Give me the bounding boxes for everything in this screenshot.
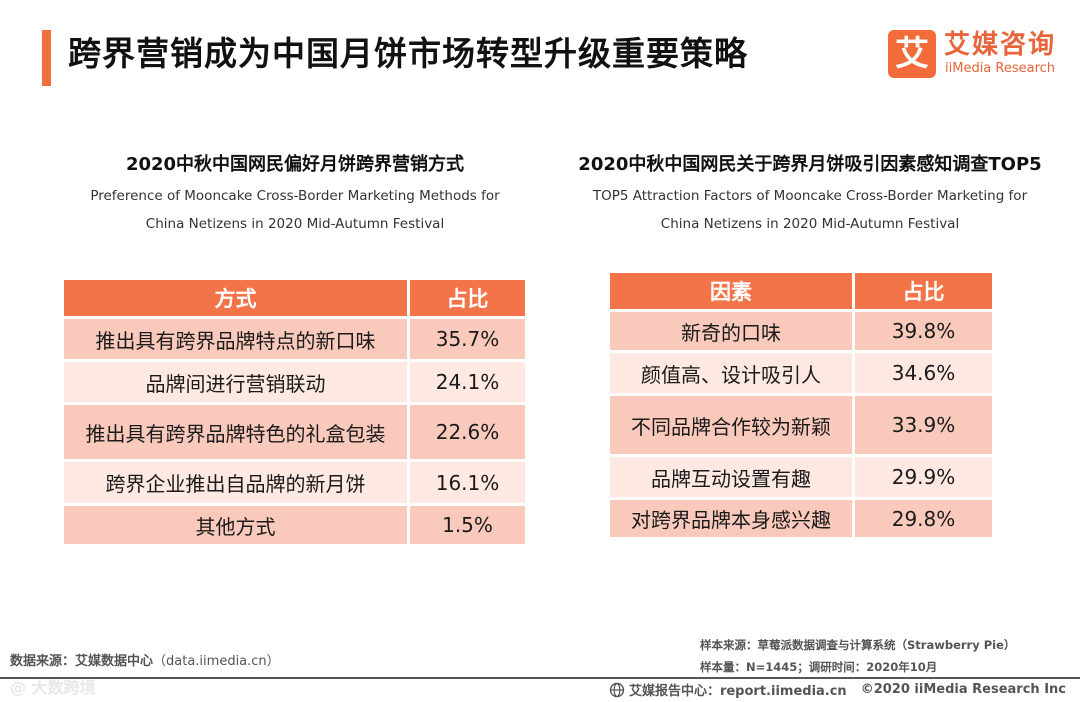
row-label: 品牌互动设置有趣 [610,457,855,497]
right-table-subtitle: TOP5 Attraction Factors of Mooncake Cros… [540,182,1080,238]
footer-divider [0,677,1080,679]
table-row: 品牌互动设置有趣 29.9% [610,457,992,497]
sample-source: 样本来源：草莓派数据调查与计算系统（Strawberry Pie） [700,638,1016,652]
iimedia-logo: 艾 艾媒咨询 iiMedia Research [888,30,1063,80]
table-row: 其他方式 1.5% [64,506,525,544]
row-value: 34.6% [855,353,992,393]
report-center-link[interactable]: 艾媒报告中心：report.iimedia.cn [628,684,847,699]
left-table-title: 2020中秋中国网民偏好月饼跨界营销方式 [125,154,465,175]
sample-info: 样本来源：草莓派数据调查与计算系统（Strawberry Pie） 样本量：N=… [700,634,1015,678]
table-row: 推出具有跨界品牌特色的礼盒包装 22.6% [64,405,525,459]
table-row: 对跨界品牌本身感兴趣 29.8% [610,500,992,537]
row-value: 35.7% [410,319,525,359]
watermark: @ 大数跨境 [10,678,96,697]
data-source: 数据来源：艾媒数据中心（data.iimedia.cn） [10,650,280,669]
left-section-heading: 2020中秋中国网民偏好月饼跨界营销方式 Preference of Moonc… [60,152,530,238]
left-table-subtitle: Preference of Mooncake Cross-Border Mark… [60,182,530,238]
footer-bar: 艾媒报告中心：report.iimedia.cn ©2020 iiMedia R… [609,680,1066,699]
right-subtitle-line1: TOP5 Attraction Factors of Mooncake Cros… [592,188,1028,204]
column-header-method: 方式 [64,280,410,316]
data-source-label: 数据来源：艾媒数据中心 [10,654,154,669]
left-subtitle-line2: China Netizens in 2020 Mid-Autumn Festiv… [145,216,445,232]
row-value: 1.5% [410,506,525,544]
row-label: 其他方式 [64,506,410,544]
row-value: 24.1% [410,362,525,402]
table-row: 不同品牌合作较为新颖 33.9% [610,396,992,454]
row-value: 29.9% [855,457,992,497]
row-value: 29.8% [855,500,992,537]
table-header-row: 因素 占比 [610,273,992,309]
logo-cn-text: 艾媒咨询 [944,30,1057,60]
table-row: 颜值高、设计吸引人 34.6% [610,353,992,393]
row-label: 跨界企业推出自品牌的新月饼 [64,462,410,503]
row-label: 对跨界品牌本身感兴趣 [610,500,855,537]
logo-mark: 艾 [888,30,936,78]
table-row: 新奇的口味 39.8% [610,312,992,350]
row-label: 不同品牌合作较为新颖 [610,396,855,454]
left-subtitle-line1: Preference of Mooncake Cross-Border Mark… [90,188,500,204]
row-label: 品牌间进行营销联动 [64,362,410,402]
row-value: 39.8% [855,312,992,350]
page-title: 跨界营销成为中国月饼市场转型升级重要策略 [68,34,748,73]
row-value: 16.1% [410,462,525,503]
data-source-value: （data.iimedia.cn） [153,654,280,669]
table-row: 品牌间进行营销联动 24.1% [64,362,525,402]
column-header-share: 占比 [855,273,992,309]
title-accent-bar [42,30,51,86]
row-label: 推出具有跨界品牌特点的新口味 [64,319,410,359]
row-label: 推出具有跨界品牌特色的礼盒包装 [64,405,410,459]
right-section-heading: 2020中秋中国网民关于跨界月饼吸引因素感知调查TOP5 TOP5 Attrac… [540,152,1080,238]
right-subtitle-line2: China Netizens in 2020 Mid-Autumn Festiv… [660,216,960,232]
left-data-table: 方式 占比 推出具有跨界品牌特点的新口味 35.7% 品牌间进行营销联动 24.… [64,277,525,547]
logo-en-text: iiMedia Research [945,61,1056,76]
row-value: 22.6% [410,405,525,459]
column-header-factor: 因素 [610,273,855,309]
row-value: 33.9% [855,396,992,454]
copyright: ©2020 iiMedia Research Inc [860,682,1066,697]
row-label: 颜值高、设计吸引人 [610,353,855,393]
row-label: 新奇的口味 [610,312,855,350]
table-row: 推出具有跨界品牌特点的新口味 35.7% [64,319,525,359]
right-data-table: 因素 占比 新奇的口味 39.8% 颜值高、设计吸引人 34.6% 不同品牌合作… [610,270,992,540]
column-header-share: 占比 [410,280,525,316]
globe-icon [609,682,625,697]
sample-size: 样本量：N=1445；调研时间：2020年10月 [700,660,938,674]
right-table-title: 2020中秋中国网民关于跨界月饼吸引因素感知调查TOP5 [578,154,1042,175]
table-row: 跨界企业推出自品牌的新月饼 16.1% [64,462,525,503]
table-header-row: 方式 占比 [64,280,525,316]
